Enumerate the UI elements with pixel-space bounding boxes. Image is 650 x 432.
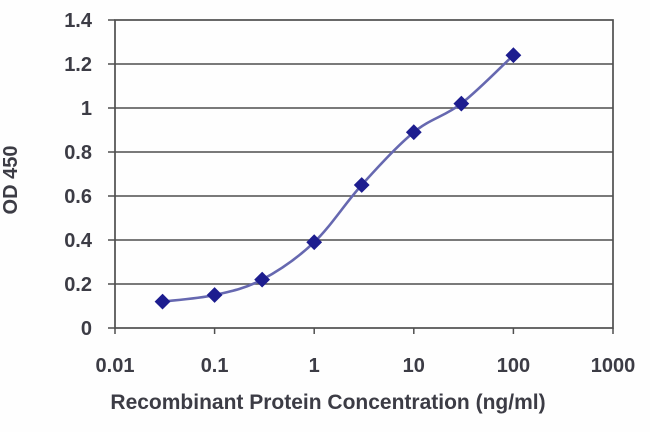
y-tick-label: 0.4: [64, 230, 93, 252]
data-point-marker-7: [505, 47, 522, 64]
x-tick-label: 10: [403, 355, 425, 377]
data-point-marker-2: [254, 271, 271, 288]
y-axis-title: OD 450: [0, 146, 22, 215]
y-tick-label: 0.8: [64, 142, 92, 164]
y-tick-label: 1.2: [64, 54, 92, 76]
y-tick-label: 0.2: [64, 274, 92, 296]
data-point-marker-1: [206, 287, 223, 303]
x-tick-label: 1000: [591, 355, 636, 377]
data-point-marker-6: [453, 95, 470, 112]
x-tick-label: 0.1: [201, 355, 229, 377]
y-tick-label: 1.4: [64, 10, 93, 32]
data-point-marker-3: [306, 234, 323, 251]
data-point-marker-5: [405, 124, 422, 141]
plot-border: [114, 19, 614, 329]
x-tick-label: 1: [309, 355, 320, 377]
data-point-marker-4: [353, 177, 370, 193]
x-tick-label: 0.01: [96, 355, 135, 377]
y-tick-label: 0: [81, 318, 92, 340]
x-axis-title: Recombinant Protein Concentration (ng/ml…: [110, 391, 545, 414]
y-tick-label: 0.6: [64, 186, 92, 208]
data-point-marker-0: [154, 293, 171, 310]
x-tick-label: 100: [497, 355, 530, 377]
y-tick-label: 1: [81, 98, 92, 120]
